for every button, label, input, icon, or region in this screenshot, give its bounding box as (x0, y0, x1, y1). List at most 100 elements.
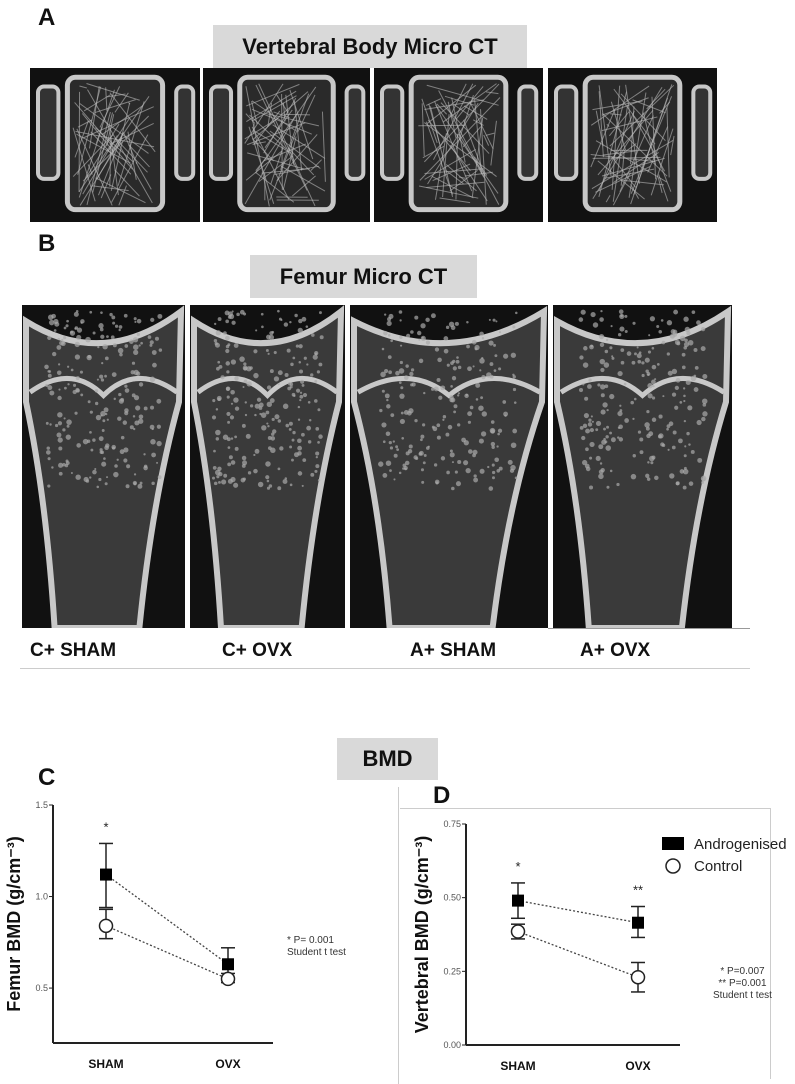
trabecula (149, 376, 156, 382)
trabecula (77, 119, 93, 128)
trabecula (602, 150, 636, 156)
trabecula (226, 370, 230, 374)
trabecula (431, 425, 435, 429)
femur-ct-image-3 (350, 305, 548, 628)
trabecula (269, 128, 298, 201)
trabecula (471, 339, 477, 345)
trabecula (289, 483, 293, 487)
trabecula (254, 403, 260, 409)
trabecula (114, 169, 140, 197)
trabecula (582, 423, 588, 428)
trabecula (515, 311, 518, 315)
trabecula (82, 438, 89, 445)
trabecula (421, 480, 425, 484)
trabecula (667, 448, 670, 451)
trabecula (311, 333, 315, 337)
trabecula (398, 381, 402, 385)
trabecula (288, 148, 315, 176)
significance-marker: * (515, 859, 520, 874)
trabecula (658, 329, 663, 334)
trabecula (292, 430, 296, 435)
trabecula (651, 379, 656, 385)
trabecula (94, 401, 99, 406)
trabecula (286, 348, 291, 353)
trabecula (422, 423, 426, 427)
trabecula (578, 317, 584, 322)
trabecula (154, 336, 160, 341)
panel-label-d: D (433, 782, 451, 809)
vertebral-body (582, 74, 683, 213)
trabecula (399, 393, 405, 399)
trabecula (498, 367, 502, 371)
trabecula (620, 149, 625, 186)
trabecula (595, 455, 601, 462)
trabecula (289, 320, 292, 324)
trabecula (225, 386, 231, 391)
trabecula (379, 408, 383, 413)
trabecula (298, 318, 303, 324)
trabecula (425, 317, 430, 323)
trabecula (216, 366, 220, 371)
trabecula (580, 309, 586, 315)
trabecula (701, 416, 706, 422)
trabecula (294, 313, 298, 318)
trabecula (690, 375, 697, 382)
trabecula (400, 344, 403, 347)
trabecula (266, 334, 271, 340)
trabecula (300, 379, 305, 384)
trabecula (113, 471, 119, 478)
y-axis-label: Vertebral BMD (g/cm⁻³) (412, 836, 432, 1034)
trabecula (277, 486, 282, 491)
trabecula (280, 93, 310, 170)
trabecula (211, 476, 216, 480)
trabecula (116, 458, 119, 461)
trabecula (483, 134, 490, 146)
trabecula (62, 428, 66, 432)
trabecula (409, 371, 414, 377)
trabecula (133, 349, 139, 355)
trabecula (64, 386, 67, 390)
trabecula (120, 435, 125, 440)
trabecula (668, 421, 674, 427)
trabecula (253, 468, 258, 474)
trabecula (75, 376, 80, 381)
trabecula (90, 448, 94, 452)
trabecula (92, 469, 97, 475)
trabecula (600, 367, 605, 373)
trabecula (455, 133, 459, 200)
trabecula (87, 89, 153, 204)
trabecula (481, 374, 486, 380)
trabecula (249, 404, 254, 408)
trabecula (683, 454, 687, 458)
trabecula (427, 119, 471, 172)
trabecula (129, 339, 134, 344)
trabecula (51, 313, 56, 319)
trabecula (662, 395, 665, 398)
trabecula (52, 351, 57, 357)
trabecula (672, 430, 677, 435)
trabecula (106, 114, 115, 147)
trabecula (94, 99, 136, 114)
bone-scan (36, 74, 196, 213)
trabecula (228, 455, 233, 460)
trabecula (100, 414, 103, 417)
trabecula (632, 417, 635, 420)
trabecula (468, 449, 473, 454)
trabecula (266, 385, 272, 390)
trabecula (110, 141, 123, 191)
femur-ct-image-2 (190, 305, 345, 628)
trabecula (243, 366, 248, 371)
trabecula (267, 436, 272, 440)
trabecula (65, 434, 71, 440)
process (344, 84, 366, 181)
trabecula (416, 330, 422, 336)
trabecula (504, 414, 507, 417)
trabecula (297, 471, 303, 476)
trabecula (399, 335, 403, 339)
trabecula (630, 473, 637, 480)
trabecula (279, 446, 284, 451)
trabecula (134, 420, 140, 426)
trabecula (431, 175, 474, 199)
trabecula (685, 379, 691, 386)
trabecula (102, 344, 108, 350)
